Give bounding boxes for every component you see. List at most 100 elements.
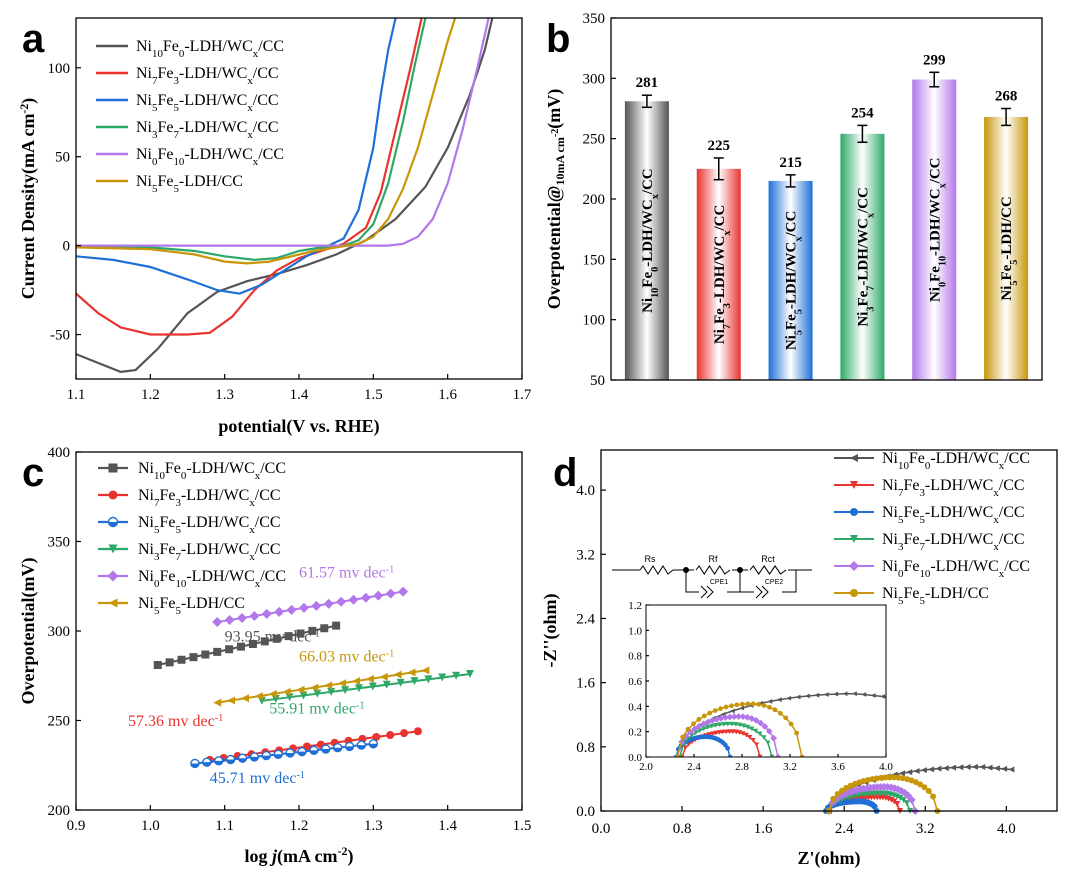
tafel-point <box>271 695 280 704</box>
marker-half <box>369 743 378 748</box>
tafel-series-3 <box>190 739 379 769</box>
resistor-rct <box>749 565 787 575</box>
marker-half <box>333 747 342 752</box>
inset-x-tick-label: 3.2 <box>783 761 797 773</box>
nyquist-point <box>993 765 1000 772</box>
tafel-point <box>249 610 260 621</box>
nyquist-point <box>903 800 910 807</box>
inset-point <box>761 723 769 730</box>
legend-label: Ni5Fe5-LDH/WCx/CC <box>882 504 1025 526</box>
nyquist-point <box>897 795 904 802</box>
tafel-point <box>321 744 331 754</box>
tafel-point <box>309 745 319 756</box>
tafel-point <box>296 629 305 638</box>
legend-label: Ni7Fe3-LDH/WCx/CC <box>136 65 279 87</box>
marker-half <box>190 763 199 768</box>
inset-x-tick-label: 2.4 <box>687 761 701 773</box>
x-tick-label: 1.5 <box>513 818 532 834</box>
inset-point <box>890 695 895 700</box>
marker-half <box>214 760 223 765</box>
inset-point <box>716 730 722 735</box>
tafel-point <box>320 624 329 633</box>
legend-marker <box>108 463 118 473</box>
bar <box>912 79 957 380</box>
inset-point <box>752 716 760 724</box>
inset-point <box>750 701 756 707</box>
tafel-slope-label: 45.71 mv dec-1 <box>210 770 305 788</box>
inset-point <box>696 717 702 722</box>
inset-point <box>786 695 792 701</box>
nyquist-point <box>834 791 841 798</box>
bar-category-label: Ni7Fe3-LDH/WCx/CC <box>712 205 733 344</box>
tafel-point <box>201 650 210 659</box>
nyquist-point <box>913 768 920 775</box>
legend-label: Ni3Fe7-LDH/WCx/CC <box>138 541 281 563</box>
circuit-label: CPE2 <box>765 579 783 586</box>
inset-point <box>705 725 711 730</box>
tafel-slope-label: 93.95 mv dec-1 <box>225 628 320 646</box>
equivalent-circuit: Rf CPE1 Rct CPE2 Rs <box>612 554 812 599</box>
inset-y-tick-label: 0.2 <box>628 727 642 739</box>
inset-y-tick-label: 0.4 <box>628 701 642 713</box>
tafel-point <box>249 752 260 762</box>
bar-category-label: Ni10Fe0-LDH/WCx/CC <box>640 168 661 313</box>
inset-point <box>757 719 764 727</box>
inset-point <box>747 734 753 740</box>
inset-point <box>772 707 778 713</box>
tafel-point <box>299 691 308 700</box>
tafel-point <box>261 608 272 619</box>
bar <box>840 133 885 380</box>
legend-marker <box>850 508 858 516</box>
inset-point <box>799 754 805 757</box>
legend-marker <box>850 589 858 597</box>
inset-point <box>723 729 729 735</box>
inset-point <box>721 721 727 727</box>
inset-point <box>765 727 773 735</box>
tafel-point <box>213 647 222 656</box>
legend-label: Ni10Fe0-LDH/WCx/CC <box>882 450 1030 472</box>
marker-half <box>226 759 235 764</box>
bar-value-label: 299 <box>923 52 946 68</box>
y-axis-title: Overpotential@10mA cm-2(mV) <box>544 89 567 309</box>
circuit-label: CPE1 <box>710 579 728 586</box>
inset-point <box>729 703 734 709</box>
tafel-point <box>227 696 236 705</box>
legend-label: Ni5Fe5-LDH/CC <box>138 595 245 617</box>
tafel-point <box>400 729 409 738</box>
nyquist-point <box>894 801 901 808</box>
nyquist-point <box>971 763 978 770</box>
inset-point <box>741 723 747 729</box>
inset-bg <box>646 605 886 757</box>
tafel-point <box>324 681 333 690</box>
tafel-point <box>465 669 474 678</box>
tafel-fit-line <box>194 742 374 765</box>
tafel-point <box>365 674 374 683</box>
inset-point <box>725 745 731 751</box>
inset-point <box>737 722 743 728</box>
legend-marker <box>108 544 118 554</box>
inset-point <box>761 735 767 741</box>
tafel-point <box>372 732 381 741</box>
inset-point <box>757 754 763 757</box>
inset-point <box>833 691 839 697</box>
y-tick-label: 150 <box>583 252 606 268</box>
tafel-point <box>284 632 293 641</box>
tafel-series-5 <box>212 586 409 628</box>
legend-marker <box>107 516 119 528</box>
nyquist-point <box>950 764 957 771</box>
legend-marker <box>850 481 858 489</box>
legend-marker <box>107 570 119 582</box>
tafel-fit-line <box>217 669 426 704</box>
x-axis-title: log j(mA cm-2) <box>244 844 353 867</box>
nyquist-point <box>878 774 885 781</box>
nyquist-point <box>1001 765 1008 772</box>
tafel-slope-label: 57.36 mv dec-1 <box>128 712 223 730</box>
legend-label: Ni5Fe5-LDH/CC <box>136 173 243 195</box>
x-tick-label: 1.2 <box>290 818 309 834</box>
inset-point <box>709 723 715 729</box>
inset-point <box>842 691 848 697</box>
inset-point <box>794 730 799 736</box>
tafel-point <box>336 596 347 607</box>
tafel-point <box>438 673 447 682</box>
